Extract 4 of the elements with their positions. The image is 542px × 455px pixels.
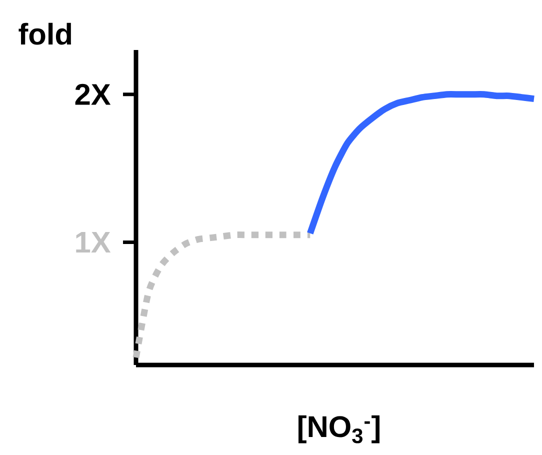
y-axis-title: fold bbox=[18, 22, 72, 45]
x-axis-title: [NO$_{3}$$^{-}$] bbox=[298, 415, 380, 444]
y-tick-label: 2X bbox=[75, 84, 111, 105]
y-tick-label: 1X bbox=[76, 232, 111, 253]
